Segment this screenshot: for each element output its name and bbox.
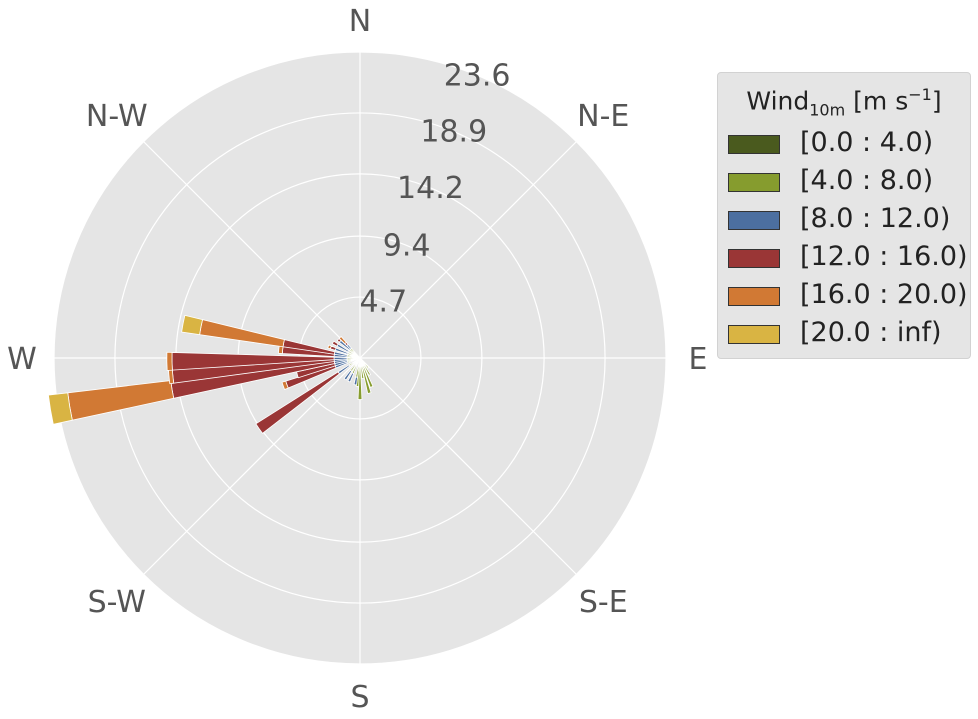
radial-tick-label: 9.4 xyxy=(383,228,431,263)
bar-sector-22-bin-5 xyxy=(338,336,347,345)
legend-swatch xyxy=(728,211,780,230)
legend-item: [16.0 : 20.0) xyxy=(728,279,968,311)
legend-title: Wind10m [m s−1] xyxy=(746,85,942,120)
wind-rose-chart: 4.7 9.4 14.2 18.9 23.6 N N-E E S-E S S-W W N-W xyxy=(7,4,707,715)
direction-labels: N N-E E S-E S S-W W N-W xyxy=(7,4,707,715)
direction-label-s-w: S-W xyxy=(88,585,146,620)
legend-item: [4.0 : 8.0) xyxy=(728,165,968,197)
legend-label: [12.0 : 16.0) xyxy=(800,241,968,272)
direction-label-s-e: S-E xyxy=(579,585,628,620)
legend-label: [16.0 : 20.0) xyxy=(800,279,968,310)
bar-sector-14-bin-6 xyxy=(47,392,73,425)
radial-tick-labels: 4.7 9.4 14.2 18.9 23.6 xyxy=(359,58,510,319)
grid-spoke-4 xyxy=(359,357,577,575)
direction-label-w: W xyxy=(7,342,37,377)
grid-spoke-8 xyxy=(143,141,361,359)
grid-spoke-2 xyxy=(359,141,577,359)
bar-sector-19-bin-5 xyxy=(327,344,332,350)
radial-tick-label: 23.6 xyxy=(444,58,511,93)
bar-sector-20-bin-4 xyxy=(331,340,339,347)
direction-label-n: N xyxy=(349,4,371,39)
legend: Wind10m [m s−1] [0.0 : 4.0) [4.0 : 8.0) [8… xyxy=(717,72,971,359)
legend-swatch xyxy=(728,249,780,268)
bar-sector-16-bin-3 xyxy=(333,356,348,361)
legend-item: [0.0 : 4.0) xyxy=(728,127,968,159)
grid-spoke-6 xyxy=(143,357,361,575)
direction-label-e: E xyxy=(689,342,708,377)
bar-sector-8-bin-3 xyxy=(353,376,358,386)
legend-swatch xyxy=(728,287,780,306)
direction-label-n-e: N-E xyxy=(577,99,629,134)
direction-label-n-w: N-W xyxy=(86,99,148,134)
legend-label: [8.0 : 12.0) xyxy=(800,203,951,234)
legend-label: [20.0 : inf) xyxy=(800,317,942,348)
legend-item: [20.0 : inf) xyxy=(728,317,968,349)
legend-label: [0.0 : 4.0) xyxy=(800,127,934,158)
radial-tick-label: 14.2 xyxy=(397,171,464,206)
legend-swatch xyxy=(728,325,780,344)
legend-swatch xyxy=(728,173,780,192)
bar-sector-16-bin-5 xyxy=(166,351,173,371)
bar-sector-9-bin-3 xyxy=(347,372,355,383)
legend-swatch xyxy=(728,135,780,154)
wind-bars xyxy=(47,314,374,434)
bar-sector-11-bin-4 xyxy=(255,371,341,434)
legend-label: [4.0 : 8.0) xyxy=(800,165,934,196)
bar-sector-12-bin-5 xyxy=(281,380,289,391)
bar-sector-18-bin-6 xyxy=(181,314,204,336)
bar-sector-7-bin-2 xyxy=(361,359,370,369)
radial-tick-label: 4.7 xyxy=(359,285,407,320)
bar-sector-10-bin-3 xyxy=(343,369,353,381)
direction-label-s: S xyxy=(350,680,369,715)
legend-item: [12.0 : 16.0) xyxy=(728,241,968,273)
radial-tick-label: 18.9 xyxy=(420,115,487,150)
legend-item: [8.0 : 12.0) xyxy=(728,203,968,235)
